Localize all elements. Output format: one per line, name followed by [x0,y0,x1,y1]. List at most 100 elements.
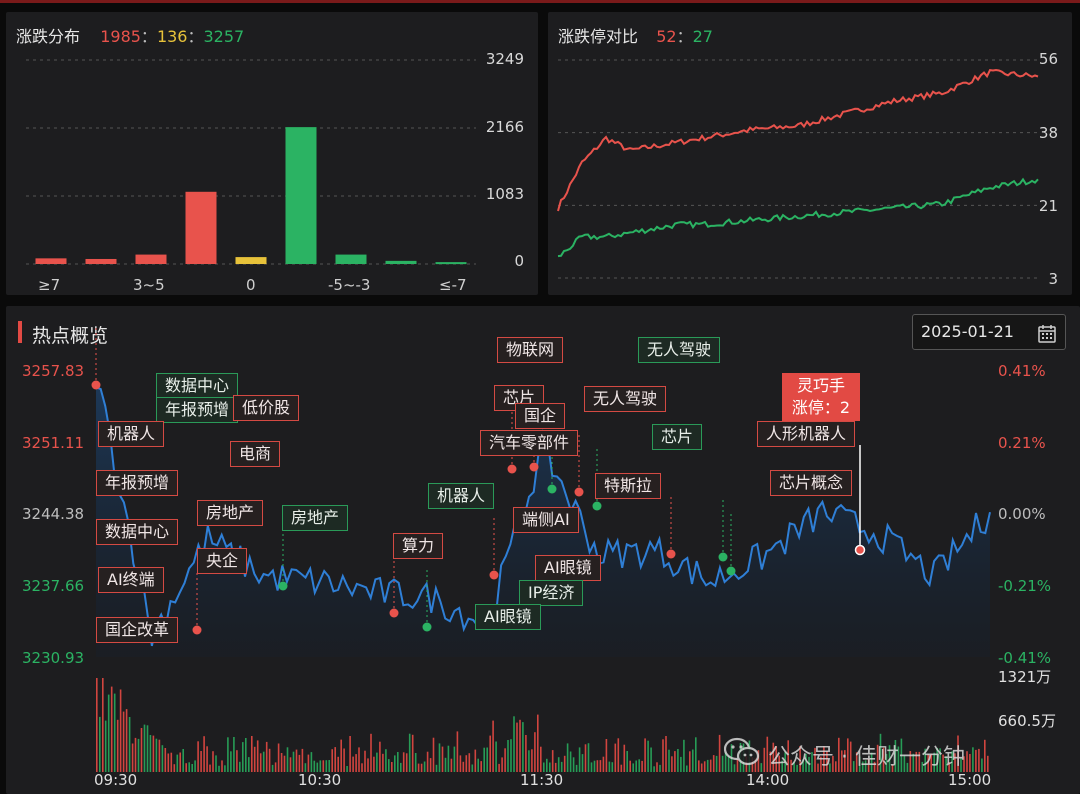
topic-tag[interactable]: 电商 [230,441,281,467]
topic-tag[interactable]: 年报预增 [156,397,239,423]
volume-bar [435,764,438,772]
topic-tag[interactable]: 机器人 [98,421,165,447]
time-tick: 15:00 [948,771,992,789]
volume-bar [718,734,721,772]
volume-bar [912,753,915,772]
volume-bar [590,762,593,772]
volume-bar [867,758,870,772]
volume-bar [349,736,351,772]
volume-bar [414,753,417,772]
topic-tag[interactable]: 算力 [393,533,444,559]
limit-down-count: 27 [692,27,713,46]
limit-y-tick: 38 [1038,124,1058,142]
topic-tag[interactable]: 年报预增 [96,470,179,496]
volume-bar [939,748,941,772]
volume-bar [641,760,643,772]
limit-y-tick: 3 [1048,270,1058,288]
topic-tag[interactable]: 特斯拉 [595,473,662,499]
volume-bar [870,752,873,772]
volume-bar [966,751,968,772]
volume-bar [307,754,310,772]
volume-bar [724,752,727,772]
volume-bar [328,760,330,772]
topic-tag[interactable]: 无人驾驶 [584,386,667,412]
topic-tag[interactable]: 芯片概念 [770,470,853,496]
volume-bar [769,751,772,772]
volume-bar [104,720,107,772]
volume-bar [334,747,336,772]
dist-x-tick: 0 [246,276,256,294]
event-marker [666,549,676,559]
volume-bar [256,740,259,772]
volume-bar [262,751,265,772]
volume-bar [814,747,816,772]
volume-bar [516,722,518,772]
topic-tag[interactable]: 数据中心 [156,373,239,399]
volume-bar [331,749,333,772]
topic-tag[interactable]: 低价股 [233,395,300,421]
volume-bar [286,747,289,772]
volume-bar [456,731,459,772]
volume-bar [972,747,974,772]
volume-bar [102,678,104,772]
volume-bar [402,752,405,772]
volume-bar [191,764,193,772]
volume-bar [218,765,220,772]
highlight-callout[interactable]: 灵巧手 涨停：2 [782,373,860,421]
volume-bar [203,736,205,772]
calendar-icon[interactable] [1037,322,1057,356]
volume-bar [277,743,280,772]
volume-bar [462,761,465,772]
topic-tag[interactable]: AI眼镜 [535,555,601,581]
volume-bar [766,736,769,772]
topic-tag[interactable]: 国企 [515,403,566,429]
volume-bar [963,756,965,772]
dist-x-tick: ≤-7 [439,276,467,294]
volume-bar [209,764,211,772]
volume-bar [802,759,804,772]
volume-bar [596,760,599,772]
topic-tag[interactable]: 房地产 [197,500,264,526]
date-picker[interactable]: 2025-01-21 [912,314,1066,350]
topic-tag[interactable]: 汽车零部件 [480,430,579,456]
topic-tag[interactable]: IP经济 [519,580,584,606]
volume-bar [453,746,456,772]
topic-tag[interactable]: 央企 [197,548,248,574]
topic-tag[interactable]: 芯片 [652,424,703,450]
dist-y-tick: 2166 [485,118,524,136]
volume-bar [429,758,432,772]
topic-tag[interactable]: 机器人 [428,483,495,509]
volume-bar [519,719,521,772]
topic-tag[interactable]: 数据中心 [96,519,179,545]
volume-bar [110,686,113,772]
volume-bar [620,764,623,772]
volume-bar [161,745,164,772]
topic-tag[interactable]: AI眼镜 [475,604,541,630]
topic-tag[interactable]: 端侧AI [513,507,579,533]
topic-tag[interactable]: 物联网 [497,337,564,363]
volume-bar [173,764,176,772]
volume-bar [796,764,798,772]
volume-bar [316,762,319,772]
volume-bar [668,749,670,772]
volume-bar [546,758,548,772]
volume-bar [248,757,250,772]
event-marker [422,622,432,632]
volume-bar [373,756,375,772]
topic-tag[interactable]: 国企改革 [96,617,179,643]
volume-bar [602,756,605,772]
volume-bar [450,758,453,772]
volume-bar [629,760,631,772]
volume-bar [212,751,214,772]
volume-bar [313,760,316,772]
limit-y-tick: 56 [1038,50,1058,68]
topic-tag[interactable]: 人形机器人 [757,421,856,447]
topic-tag[interactable]: 房地产 [282,505,349,531]
volume-bar [259,753,262,772]
volume-bar [274,762,277,772]
volume-bar [441,746,444,772]
volume-bar [465,755,468,772]
volume-bar [727,756,730,772]
topic-tag[interactable]: 无人驾驶 [638,337,721,363]
topic-tag[interactable]: AI终端 [98,567,164,593]
